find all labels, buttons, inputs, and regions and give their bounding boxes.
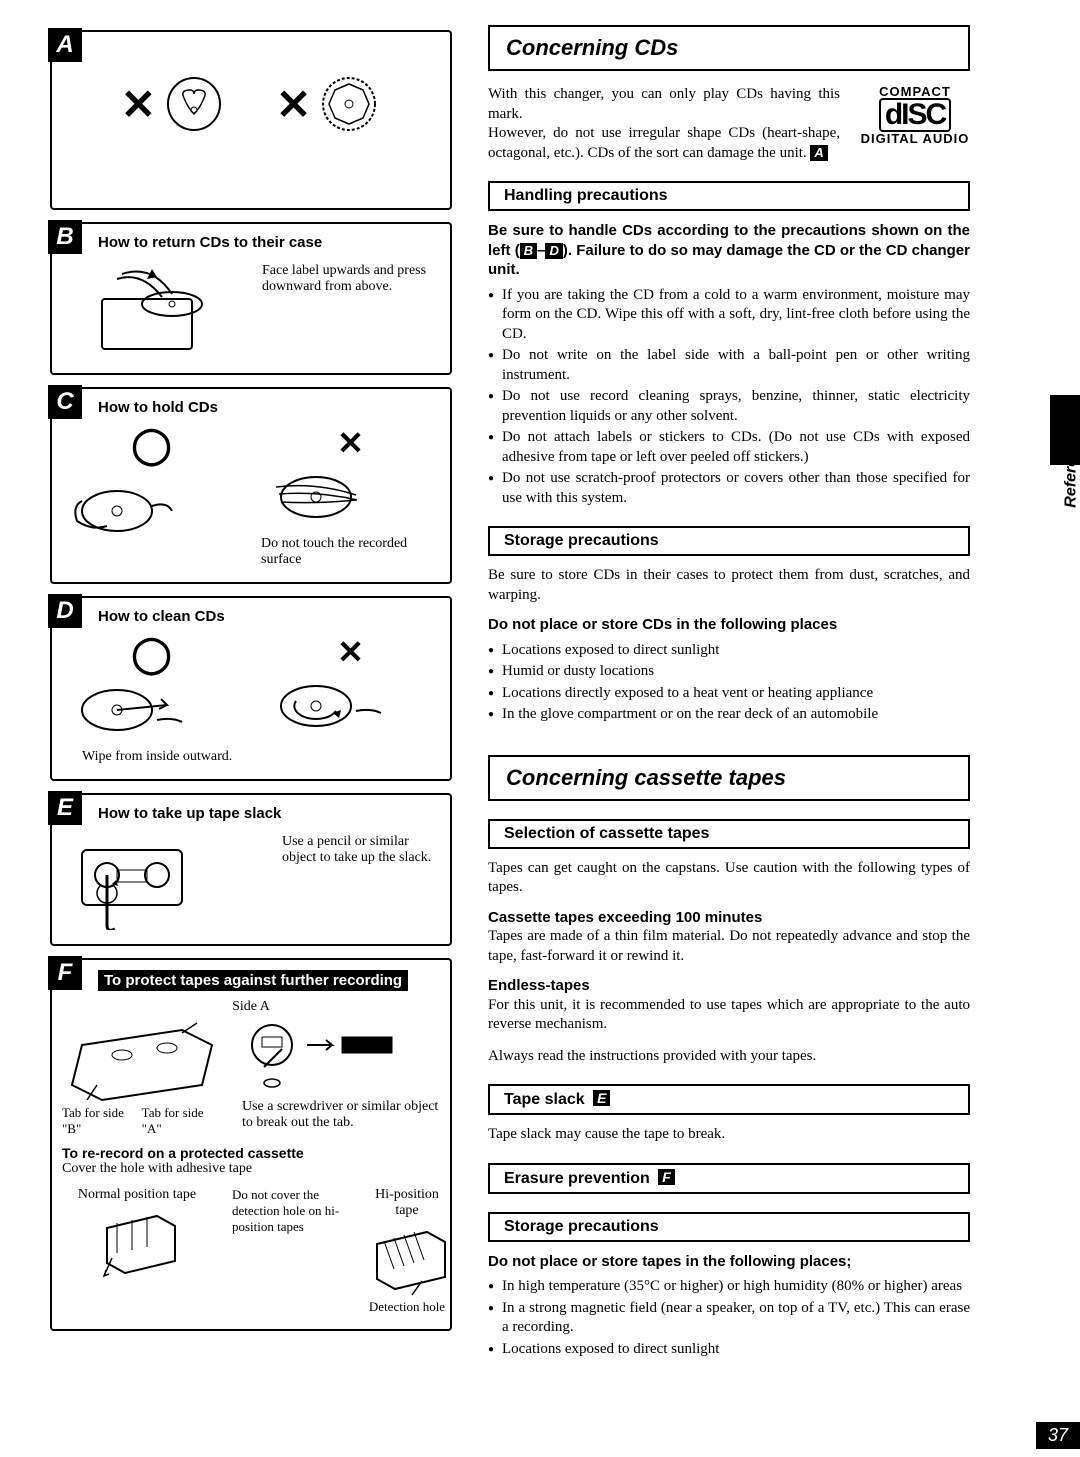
box-e-title: How to take up tape slack	[98, 805, 440, 822]
hipos-tape-diagram: Hi-position tape Detection hole	[362, 1187, 452, 1315]
letter-a-icon: A	[48, 28, 82, 62]
x-mark-icon: ✕	[276, 80, 311, 129]
list-item: In high temperature (35°C or higher) or …	[488, 1277, 970, 1297]
hold-ok: ◯	[62, 424, 241, 546]
box-b-caption: Face label upwards and press downward fr…	[262, 263, 440, 295]
clean-ok: ◯	[62, 633, 241, 745]
heart-cd-icon	[162, 72, 226, 136]
storage-cd-lead: Be sure to store CDs in their cases to p…	[488, 566, 970, 605]
box-a: A ✕ ✕	[50, 30, 452, 210]
cd-intro-text: With this changer, you can only play CDs…	[488, 85, 840, 163]
ref-b-icon: B	[520, 243, 537, 260]
cassette-tabs-diagram: Tab for side "B" Tab for side "A"	[62, 1015, 222, 1137]
box-f: F To protect tapes against further recor…	[50, 958, 452, 1331]
octagon-cd-icon	[317, 72, 381, 136]
ref-a-icon: A	[810, 145, 827, 162]
cd-section-heading: Concerning CDs	[488, 25, 970, 71]
selection-lead: Tapes can get caught on the capstans. Us…	[488, 859, 970, 898]
page-number: 37	[1036, 1422, 1080, 1449]
hipos-tape-label: Hi-position tape	[362, 1187, 452, 1219]
list-item: Locations exposed to direct sunlight	[488, 1340, 970, 1360]
box-b: B How to return CDs to their case Face l…	[50, 222, 452, 375]
storage-cd-heading: Storage precautions	[488, 526, 970, 556]
storage-cd-sub: Do not place or store CDs in the followi…	[488, 615, 970, 635]
storage-tape-sub: Do not place or store tapes in the follo…	[488, 1252, 970, 1272]
ref-d-icon: D	[545, 243, 562, 260]
letter-b-icon: B	[48, 220, 82, 254]
list-item: If you are taking the CD from a cold to …	[488, 286, 970, 345]
storage-cd-bullets: Locations exposed to direct sunlight Hum…	[488, 641, 970, 725]
compact-disc-logo-icon: COMPACT dISC DIGITAL AUDIO	[860, 85, 970, 145]
box-e: E How to take up tape slack Use a pencil…	[50, 793, 452, 946]
screwdriver-diagram: Use a screwdriver or similar object to b…	[242, 1015, 440, 1131]
hold-bad: ✕ Do not touch the recorded surface	[261, 424, 440, 568]
box-c-title: How to hold CDs	[98, 399, 440, 416]
side-a-label: Side A	[62, 999, 440, 1015]
list-item: Do not write on the label side with a ba…	[488, 346, 970, 385]
bad-cd-2: ✕	[276, 72, 381, 136]
ref-f-icon: F	[658, 1169, 675, 1185]
x-mark-icon: ✕	[261, 633, 440, 671]
right-column: Concerning CDs With this changer, you ca…	[470, 0, 1030, 1457]
list-item: Locations exposed to direct sunlight	[488, 641, 970, 661]
selection-sub2-title: Endless-tapes	[488, 976, 970, 996]
x-mark-icon: ✕	[121, 80, 156, 129]
box-f-title: To protect tapes against further recordi…	[98, 970, 408, 991]
clean-bad: ✕	[261, 633, 440, 741]
screwdriver-caption: Use a screwdriver or similar object to b…	[242, 1099, 440, 1131]
box-c-caption: Do not touch the recorded surface	[261, 536, 440, 568]
rerecord-text: Cover the hole with adhesive tape	[62, 1161, 440, 1177]
side-tab-label: Reference	[1062, 430, 1080, 507]
selection-sub1-text: Tapes are made of a thin film material. …	[488, 927, 970, 966]
selection-tail: Always read the instructions provided wi…	[488, 1047, 970, 1067]
detection-hole-label: Detection hole	[362, 1299, 452, 1315]
tab-a-label: Tab for side "A"	[142, 1105, 222, 1137]
box-d-caption: Wipe from inside outward.	[82, 749, 440, 765]
letter-c-icon: C	[48, 385, 82, 419]
ok-mark-icon: ◯	[62, 633, 241, 675]
list-item: Do not use record cleaning sprays, benzi…	[488, 387, 970, 426]
tape-section-heading: Concerning cassette tapes	[488, 755, 970, 801]
box-d-title: How to clean CDs	[98, 608, 440, 625]
selection-sub1-title: Cassette tapes exceeding 100 minutes	[488, 908, 970, 928]
letter-f-icon: F	[48, 956, 82, 990]
bad-cd-1: ✕	[121, 72, 226, 136]
letter-e-icon: E	[48, 791, 82, 825]
tape-slack-text: Tape slack may cause the tape to break.	[488, 1125, 970, 1145]
box-b-title: How to return CDs to their case	[98, 234, 440, 251]
x-mark-icon: ✕	[261, 424, 440, 462]
box-c: C How to hold CDs ◯ ✕ Do not touch the r…	[50, 387, 452, 584]
handling-lead: Be sure to handle CDs according to the p…	[488, 221, 970, 280]
selection-sub2-text: For this unit, it is recommended to use …	[488, 996, 970, 1035]
tab-b-label: Tab for side "B"	[62, 1105, 142, 1137]
box-e-caption: Use a pencil or similar object to take u…	[282, 834, 440, 866]
list-item: Humid or dusty locations	[488, 662, 970, 682]
tape-slack-diagram	[62, 830, 262, 930]
letter-d-icon: D	[48, 594, 82, 628]
list-item: Do not use scratch-proof protectors or c…	[488, 469, 970, 508]
box-d: D How to clean CDs ◯ ✕ Wipe from inside …	[50, 596, 452, 781]
left-column: A ✕ ✕ B How to return CDs to their case	[0, 0, 470, 1457]
list-item: Locations directly exposed to a heat ven…	[488, 684, 970, 704]
ok-mark-icon: ◯	[62, 424, 241, 466]
storage-tape-bullets: In high temperature (35°C or higher) or …	[488, 1277, 970, 1359]
list-item: In the glove compartment or on the rear …	[488, 705, 970, 725]
list-item: In a strong magnetic field (near a speak…	[488, 1299, 970, 1338]
erasure-heading: Erasure prevention F	[488, 1163, 970, 1194]
handling-heading: Handling precautions	[488, 181, 970, 211]
normal-tape-label: Normal position tape	[62, 1187, 212, 1203]
tape-slack-heading: Tape slack E	[488, 1084, 970, 1115]
storage-tape-heading: Storage precautions	[488, 1212, 970, 1242]
normal-tape-diagram: Normal position tape	[62, 1187, 212, 1283]
selection-heading: Selection of cassette tapes	[488, 819, 970, 849]
ref-e-icon: E	[593, 1090, 610, 1106]
dont-cover-text: Do not cover the detection hole on hi-po…	[232, 1187, 342, 1235]
list-item: Do not attach labels or stickers to CDs.…	[488, 428, 970, 467]
handling-bullets: If you are taking the CD from a cold to …	[488, 286, 970, 509]
rerecord-title: To re-record on a protected cassette	[62, 1145, 440, 1161]
cd-case-diagram	[62, 259, 242, 359]
